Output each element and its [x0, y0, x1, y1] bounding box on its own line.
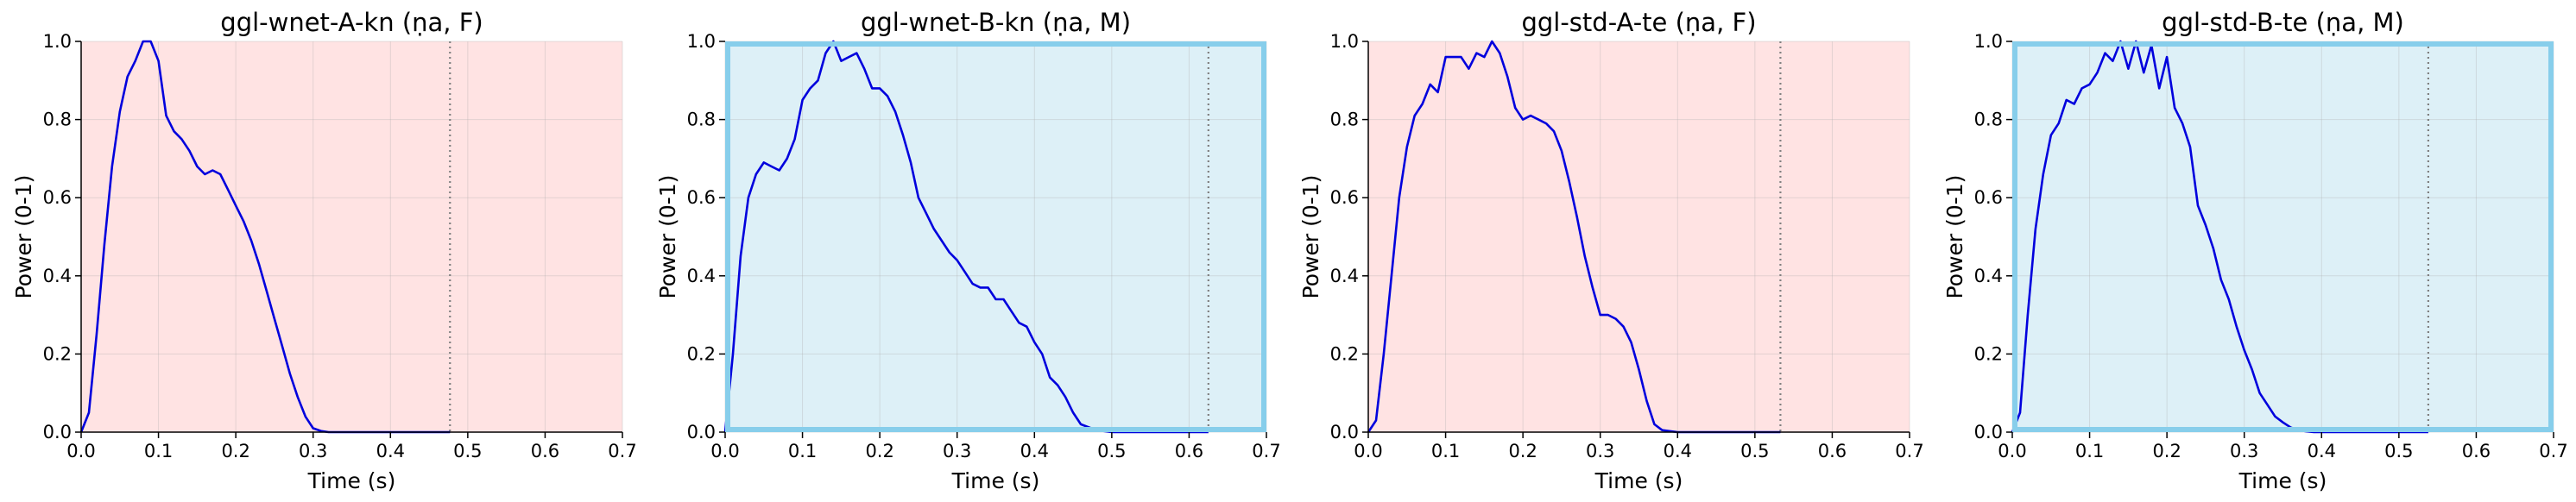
x-tick-label: 0.0	[710, 441, 739, 461]
chart-panel-2: 0.0 0.1 0.2 0.3 0.4 0.5 0.6 0.7 0.0 0.2 0.4 0.6 0.8 1…	[655, 8, 1281, 493]
series-line	[2011, 40, 2428, 434]
x-tick-label: 0.6	[2462, 441, 2491, 461]
highlight-border	[725, 41, 1266, 432]
x-tick-label: 0.3	[943, 441, 971, 461]
x-tick-label: 0.3	[2230, 441, 2258, 461]
y-tick-label: 0.6	[1330, 187, 1359, 208]
chart-panel-1: 0.0 0.1 0.2 0.3 0.4 0.5 0.6 0.7 0.0 0.2 0.4 0.6 0.8 1…	[11, 8, 637, 493]
series-line	[1367, 40, 1781, 434]
x-axis-label: Time (s)	[951, 468, 1040, 493]
x-tick-label: 0.5	[2384, 441, 2413, 461]
y-tick-label: 0.0	[1330, 422, 1359, 442]
y-tick-label: 1.0	[1974, 31, 2003, 52]
chart-panel-3: 0.0 0.1 0.2 0.3 0.4 0.5 0.6 0.7 0.0 0.2 0.4 0.6 0.8 1…	[1298, 8, 1924, 493]
y-axis-label: Power (0-1)	[655, 175, 680, 299]
x-tick-label: 0.4	[2308, 441, 2336, 461]
y-tick-label: 0.6	[43, 187, 72, 208]
plot-background	[2012, 41, 2554, 432]
chart-title: ggl-wnet-B-kn (ṇa, M)	[861, 8, 1131, 37]
x-tick-label: 0.1	[788, 441, 817, 461]
y-axis-label: Power (0-1)	[1298, 175, 1323, 299]
y-tick-label: 1.0	[687, 31, 716, 52]
x-tick-label: 0.4	[376, 441, 405, 461]
y-tick-label: 1.0	[1330, 31, 1359, 52]
chart-title: ggl-std-B-te (ṇa, M)	[2162, 8, 2404, 37]
x-tick-label: 0.2	[865, 441, 893, 461]
y-tick-label: 0.8	[43, 110, 72, 130]
x-tick-label: 0.2	[221, 441, 249, 461]
x-axis-label: Time (s)	[2238, 468, 2327, 493]
x-tick-label: 0.4	[1664, 441, 1692, 461]
x-tick-label: 0.1	[1431, 441, 1460, 461]
plot-background	[725, 41, 1266, 432]
x-tick-label: 0.4	[1020, 441, 1049, 461]
y-tick-label: 0.8	[1974, 110, 2003, 130]
x-tick-label: 0.3	[299, 441, 327, 461]
y-tick-label: 0.2	[43, 343, 72, 364]
x-tick-label: 0.5	[1097, 441, 1126, 461]
x-tick-label: 0.6	[1175, 441, 1203, 461]
chart-title: ggl-wnet-A-kn (ṇa, F)	[220, 8, 483, 37]
y-axis-label: Power (0-1)	[11, 175, 36, 299]
y-tick-label: 0.8	[1330, 110, 1359, 130]
x-tick-label: 0.7	[608, 441, 636, 461]
x-tick-label: 0.5	[1740, 441, 1769, 461]
x-tick-label: 0.7	[2539, 441, 2567, 461]
plot-background	[81, 41, 622, 432]
y-tick-label: 0.4	[1330, 266, 1359, 286]
x-axis-label: Time (s)	[307, 468, 396, 493]
chart-title: ggl-std-A-te (ṇa, F)	[1521, 8, 1756, 37]
y-tick-label: 0.0	[1974, 422, 2003, 442]
x-tick-label: 0.2	[2152, 441, 2181, 461]
y-tick-label: 0.0	[43, 422, 72, 442]
x-tick-label: 0.1	[144, 441, 173, 461]
y-tick-label: 0.2	[1330, 343, 1359, 364]
chart-panel-4: 0.0 0.1 0.2 0.3 0.4 0.5 0.6 0.7 0.0 0.2 0.4 0.6 0.8 1…	[1942, 8, 2568, 493]
y-axis-label: Power (0-1)	[1942, 175, 1967, 299]
highlight-border	[2012, 41, 2554, 432]
x-tick-label: 0.0	[1998, 441, 2026, 461]
y-tick-label: 0.4	[687, 266, 716, 286]
y-tick-label: 0.4	[1974, 266, 2003, 286]
y-tick-label: 0.6	[687, 187, 716, 208]
x-tick-label: 0.3	[1586, 441, 1614, 461]
y-tick-label: 0.4	[43, 266, 72, 286]
x-tick-label: 0.7	[1252, 441, 1280, 461]
y-tick-label: 0.8	[687, 110, 716, 130]
x-tick-label: 0.5	[453, 441, 482, 461]
y-tick-label: 0.2	[1974, 343, 2003, 364]
series-line	[723, 40, 1209, 434]
x-tick-label: 0.0	[1354, 441, 1382, 461]
y-tick-label: 0.0	[687, 422, 716, 442]
y-tick-label: 0.6	[1974, 187, 2003, 208]
y-tick-label: 1.0	[43, 31, 72, 52]
x-tick-label: 0.1	[2075, 441, 2104, 461]
x-tick-label: 0.2	[1508, 441, 1537, 461]
y-tick-label: 0.2	[687, 343, 716, 364]
x-tick-label: 0.6	[531, 441, 559, 461]
x-tick-label: 0.7	[1895, 441, 1923, 461]
x-tick-label: 0.0	[66, 441, 95, 461]
x-tick-label: 0.6	[1818, 441, 1847, 461]
x-axis-label: Time (s)	[1594, 468, 1683, 493]
